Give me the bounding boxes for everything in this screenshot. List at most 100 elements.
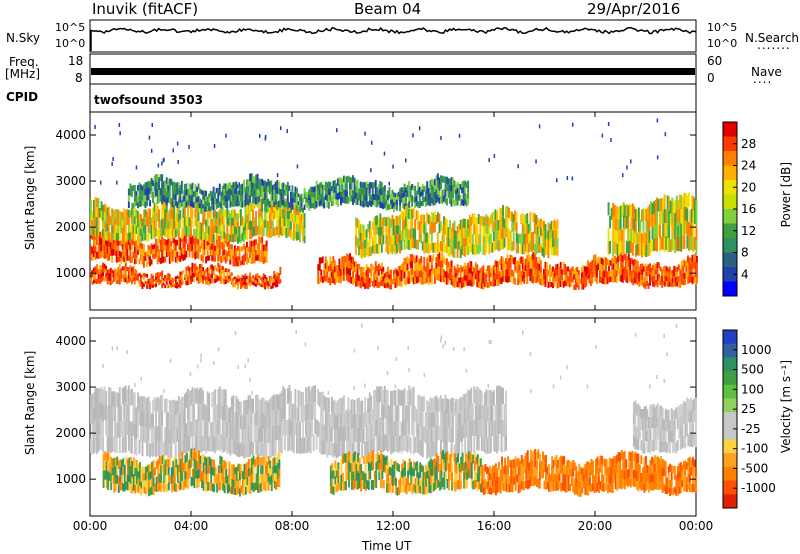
data-cell: [256, 273, 259, 276]
data-cell: [171, 194, 174, 201]
data-cell: [411, 228, 414, 239]
data-cell: [449, 262, 452, 269]
data-cell: [221, 437, 224, 453]
data-cell: [411, 419, 414, 436]
data-cell: [379, 234, 382, 245]
data-cell: [133, 232, 136, 242]
data-cell: [671, 269, 674, 275]
data-cell: [165, 212, 168, 221]
data-cell: [286, 181, 289, 189]
data-cell: [173, 193, 176, 200]
data-cell: [105, 251, 108, 258]
data-cell: [544, 224, 547, 232]
data-cell: [377, 386, 380, 403]
data-cell: [517, 279, 520, 285]
data-cell: [350, 428, 353, 444]
data-cell: [379, 276, 382, 282]
data-cell: [276, 186, 279, 194]
data-cell: [291, 231, 294, 241]
data-cell: [165, 274, 168, 278]
data-cell: [683, 260, 686, 267]
data-cell: [352, 399, 355, 414]
data-cell: [480, 405, 483, 421]
data-cell: [196, 186, 199, 192]
data-cell: [356, 237, 359, 248]
data-cell: [176, 141, 179, 146]
data-cell: [299, 233, 302, 243]
data-cell: [690, 222, 693, 237]
data-cell: [155, 276, 158, 280]
data-cell: [627, 229, 630, 242]
data-cell: [461, 187, 464, 194]
data-cell: [362, 428, 365, 444]
data-cell: [145, 487, 147, 495]
data-cell: [237, 442, 239, 457]
data-cell: [374, 261, 377, 268]
data-cell: [262, 284, 265, 288]
data-cell: [265, 400, 268, 415]
data-cell: [232, 284, 235, 288]
data-cell: [193, 268, 195, 273]
data-cell: [259, 216, 262, 226]
data-cell: [141, 200, 144, 206]
data-cell: [432, 412, 435, 427]
data-cell: [280, 183, 283, 189]
data-cell: [279, 195, 282, 202]
data-cell: [493, 265, 495, 271]
data-cell: [247, 213, 250, 222]
data-cell: [405, 202, 408, 208]
data-cell: [386, 390, 389, 406]
data-cell: [156, 275, 159, 280]
data-cell: [105, 461, 108, 471]
data-cell: [155, 484, 158, 492]
data-cell: [450, 199, 453, 207]
data-cell: [656, 155, 659, 160]
data-cell: [323, 275, 326, 282]
data-cell: [115, 224, 118, 233]
data-cell: [197, 202, 200, 209]
data-cell: [167, 459, 170, 467]
data-cell: [194, 263, 197, 268]
data-cell: [493, 420, 495, 436]
data-cell: [241, 428, 244, 443]
data-cell: [149, 246, 152, 252]
data-cell: [332, 256, 335, 263]
data-cell: [317, 189, 320, 195]
data-cell: [276, 409, 279, 426]
data-cell: [135, 407, 138, 424]
data-cell: [111, 255, 114, 263]
data-cell: [159, 441, 162, 458]
data-cell: [299, 225, 302, 234]
data-cell: [259, 276, 262, 281]
data-cell: [536, 262, 539, 269]
data-cell: [653, 269, 656, 276]
data-cell: [674, 266, 677, 272]
data-cell: [556, 282, 559, 289]
data-cell: [112, 436, 115, 452]
data-cell: [370, 200, 373, 207]
data-cell: [129, 189, 132, 196]
data-cell: [240, 401, 242, 416]
data-cell: [94, 420, 97, 437]
data-cell: [412, 185, 415, 191]
data-cell: [195, 460, 197, 470]
data-cell: [329, 263, 332, 271]
data-cell: [164, 275, 167, 279]
data-cell: [118, 226, 121, 234]
data-cell: [659, 198, 662, 212]
data-cell: [446, 413, 448, 428]
data-cell: [235, 227, 238, 235]
data-cell: [465, 181, 468, 188]
data-cell: [436, 254, 439, 261]
data-cell: [199, 205, 202, 214]
data-cell: [663, 208, 666, 224]
data-cell: [215, 420, 218, 436]
data-cell: [470, 420, 473, 437]
data-cell: [196, 470, 199, 480]
data-cell: [386, 282, 389, 288]
data-cell: [90, 277, 92, 282]
data-cell: [491, 266, 494, 272]
data-cell: [502, 263, 505, 270]
data-cell: [529, 262, 532, 269]
data-cell: [553, 277, 556, 282]
